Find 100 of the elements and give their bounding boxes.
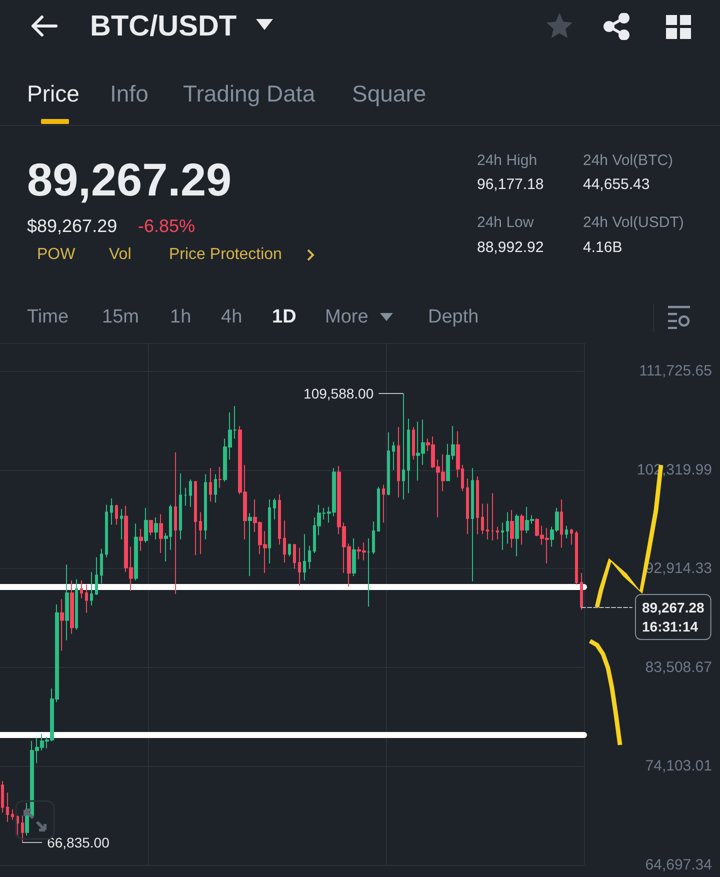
candlestick	[65, 564, 69, 641]
candlestick	[154, 516, 158, 540]
candlestick	[565, 525, 568, 539]
candlestick	[21, 815, 24, 844]
text: 1D	[272, 306, 296, 328]
text: 24h High	[477, 152, 538, 170]
candlestick	[6, 792, 9, 822]
candlestick	[412, 426, 415, 460]
text: 89,267.29	[27, 154, 232, 206]
candlestick	[105, 504, 108, 558]
candlestick	[184, 487, 187, 506]
y-tick-label: 111,725.65	[639, 362, 712, 380]
candlestick	[268, 498, 271, 564]
annotation: 66,835.00	[47, 834, 110, 851]
candlestick	[520, 514, 524, 546]
candlestick	[283, 520, 286, 563]
text: -6.85%	[138, 216, 196, 237]
text: $89,267.29	[27, 216, 118, 237]
y-tick-label: 83,508.67	[645, 658, 712, 676]
text: POW	[37, 246, 76, 264]
text: Square	[352, 80, 426, 107]
candlestick	[209, 467, 212, 502]
candlestick	[278, 494, 281, 546]
candlestick	[25, 802, 29, 836]
text: Price	[27, 80, 80, 107]
chart-title: BTC/USDT	[90, 10, 237, 44]
candlestick	[308, 545, 311, 570]
candlestick	[194, 481, 197, 556]
candlestick	[139, 528, 143, 552]
candlestick	[95, 556, 98, 596]
text: 4h	[221, 306, 242, 328]
candlestick	[85, 584, 88, 614]
candlestick	[134, 523, 138, 581]
candlestick	[144, 507, 148, 544]
text: 1h	[170, 306, 192, 328]
candlestick	[471, 467, 474, 582]
candlestick	[149, 520, 153, 536]
text: Vol	[109, 246, 132, 264]
candlestick	[218, 466, 222, 488]
candlestick	[303, 534, 306, 581]
candlestick	[273, 498, 276, 520]
candlestick	[214, 474, 217, 504]
y-tick-label: 74,103.01	[645, 758, 712, 775]
text: 44,655.43	[583, 176, 650, 194]
candlestick	[1, 780, 4, 813]
candlestick	[570, 528, 573, 546]
candlestick	[75, 578, 78, 630]
text: More	[325, 306, 368, 328]
candlestick	[515, 514, 519, 557]
candlestick	[293, 544, 296, 570]
candlestick	[580, 572, 583, 610]
candlestick	[392, 441, 395, 471]
text: Time	[27, 306, 69, 328]
candlestick	[204, 474, 207, 540]
text: 24h Vol(BTC)	[583, 152, 674, 170]
candlestick	[486, 503, 489, 540]
candlestick	[199, 512, 202, 555]
candlestick	[80, 580, 83, 599]
candlestick	[481, 503, 484, 535]
text: 15m	[102, 306, 139, 328]
text: Depth	[428, 306, 479, 328]
candlestick	[466, 478, 469, 535]
text: 4.16B	[583, 238, 622, 256]
text: 96,177.18	[477, 176, 544, 194]
text: Price Protection	[169, 246, 282, 264]
candlestick	[115, 504, 118, 526]
candlestick	[100, 548, 103, 584]
candlestick	[510, 509, 514, 548]
candlestick	[189, 479, 192, 508]
text: Info	[110, 80, 148, 107]
ref-line-label: 89,267.28 16:31:14	[642, 599, 704, 634]
candlestick	[179, 472, 182, 540]
candlestick	[159, 514, 163, 554]
candlestick	[352, 538, 356, 577]
candlestick	[560, 498, 563, 548]
candlestick	[248, 512, 252, 577]
candlestick	[110, 498, 113, 526]
candlestick	[501, 522, 504, 550]
candlestick	[402, 393, 405, 500]
candlestick	[60, 598, 64, 652]
candlestick	[496, 526, 499, 540]
candlestick	[367, 538, 370, 608]
candlestick	[387, 432, 390, 496]
candlestick	[11, 808, 14, 820]
candlestick	[120, 508, 123, 540]
candlestick	[288, 543, 291, 557]
annotation: 109,588.00	[304, 386, 374, 402]
candlestick	[407, 418, 410, 494]
text: 88,992.92	[477, 238, 544, 256]
candlestick	[476, 476, 479, 535]
text: 24h Low	[477, 214, 534, 232]
candlestick	[575, 530, 578, 586]
candlestick	[397, 426, 400, 498]
candlestick	[491, 492, 494, 541]
candlestick	[174, 452, 177, 595]
y-tick-label: 64,697.34	[645, 856, 712, 874]
text: Trading Data	[183, 80, 316, 107]
text: 24h Vol(USDT)	[583, 214, 684, 232]
candlestick	[382, 484, 385, 524]
candlestick	[298, 547, 301, 586]
